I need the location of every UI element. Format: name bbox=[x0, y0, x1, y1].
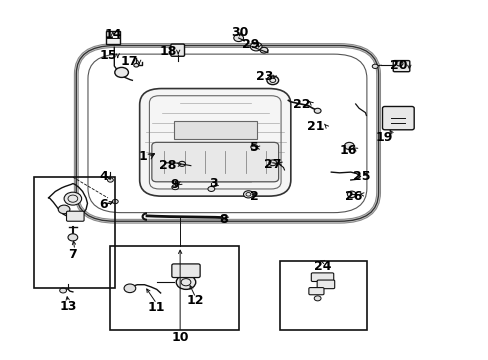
Text: 21: 21 bbox=[307, 121, 325, 134]
FancyBboxPatch shape bbox=[317, 280, 334, 289]
FancyBboxPatch shape bbox=[171, 264, 200, 278]
Text: 27: 27 bbox=[263, 158, 281, 171]
Circle shape bbox=[250, 144, 257, 149]
Bar bbox=[110, 246, 238, 330]
Text: 23: 23 bbox=[256, 69, 273, 82]
Text: 19: 19 bbox=[375, 131, 392, 144]
Text: 10: 10 bbox=[171, 330, 188, 343]
FancyBboxPatch shape bbox=[392, 60, 409, 72]
Text: 14: 14 bbox=[104, 28, 122, 41]
Text: 22: 22 bbox=[292, 98, 310, 111]
Circle shape bbox=[68, 234, 78, 241]
FancyBboxPatch shape bbox=[152, 142, 278, 182]
Text: 13: 13 bbox=[59, 300, 77, 313]
Circle shape bbox=[115, 67, 128, 77]
Text: 2: 2 bbox=[250, 190, 259, 203]
Text: 12: 12 bbox=[186, 294, 204, 307]
Circle shape bbox=[178, 161, 185, 166]
Circle shape bbox=[250, 42, 262, 51]
Circle shape bbox=[346, 191, 355, 198]
Circle shape bbox=[112, 199, 118, 204]
Text: 4: 4 bbox=[99, 170, 108, 183]
Text: 20: 20 bbox=[389, 59, 407, 72]
Text: 8: 8 bbox=[218, 213, 227, 226]
Circle shape bbox=[176, 275, 195, 289]
Circle shape bbox=[134, 63, 139, 67]
Bar bbox=[105, 31, 120, 44]
Bar bbox=[34, 177, 115, 288]
Text: 24: 24 bbox=[313, 260, 330, 273]
Text: 29: 29 bbox=[241, 38, 259, 51]
Text: 15: 15 bbox=[99, 49, 117, 62]
Bar bbox=[279, 261, 366, 330]
Circle shape bbox=[207, 186, 214, 192]
Text: 30: 30 bbox=[230, 26, 248, 39]
Circle shape bbox=[268, 160, 276, 166]
Circle shape bbox=[124, 284, 136, 293]
Text: 9: 9 bbox=[170, 178, 178, 191]
Text: 28: 28 bbox=[159, 159, 176, 172]
Circle shape bbox=[314, 296, 321, 301]
Circle shape bbox=[58, 205, 70, 214]
Circle shape bbox=[107, 178, 113, 182]
FancyBboxPatch shape bbox=[140, 89, 290, 196]
Circle shape bbox=[171, 185, 178, 190]
Text: 26: 26 bbox=[345, 190, 362, 203]
Text: 18: 18 bbox=[160, 45, 177, 58]
Text: 7: 7 bbox=[68, 248, 77, 261]
FancyBboxPatch shape bbox=[170, 44, 184, 56]
Circle shape bbox=[266, 76, 278, 85]
Text: 17: 17 bbox=[121, 55, 138, 68]
Text: 16: 16 bbox=[339, 144, 356, 157]
Circle shape bbox=[243, 191, 253, 198]
Bar bbox=[173, 121, 256, 139]
Circle shape bbox=[260, 47, 267, 53]
FancyBboxPatch shape bbox=[311, 273, 333, 282]
Circle shape bbox=[314, 108, 321, 113]
Text: 5: 5 bbox=[250, 141, 259, 154]
Text: 11: 11 bbox=[148, 301, 165, 314]
Circle shape bbox=[371, 64, 377, 68]
FancyBboxPatch shape bbox=[66, 211, 84, 221]
Circle shape bbox=[344, 142, 353, 149]
FancyBboxPatch shape bbox=[382, 107, 413, 130]
Circle shape bbox=[233, 35, 243, 41]
Text: 1: 1 bbox=[138, 150, 147, 163]
Circle shape bbox=[395, 61, 402, 66]
FancyBboxPatch shape bbox=[308, 288, 324, 295]
Circle shape bbox=[221, 216, 226, 220]
Text: 25: 25 bbox=[352, 170, 369, 183]
Circle shape bbox=[64, 192, 81, 205]
Text: 3: 3 bbox=[209, 177, 217, 190]
Circle shape bbox=[60, 288, 66, 293]
Text: 6: 6 bbox=[99, 198, 108, 211]
